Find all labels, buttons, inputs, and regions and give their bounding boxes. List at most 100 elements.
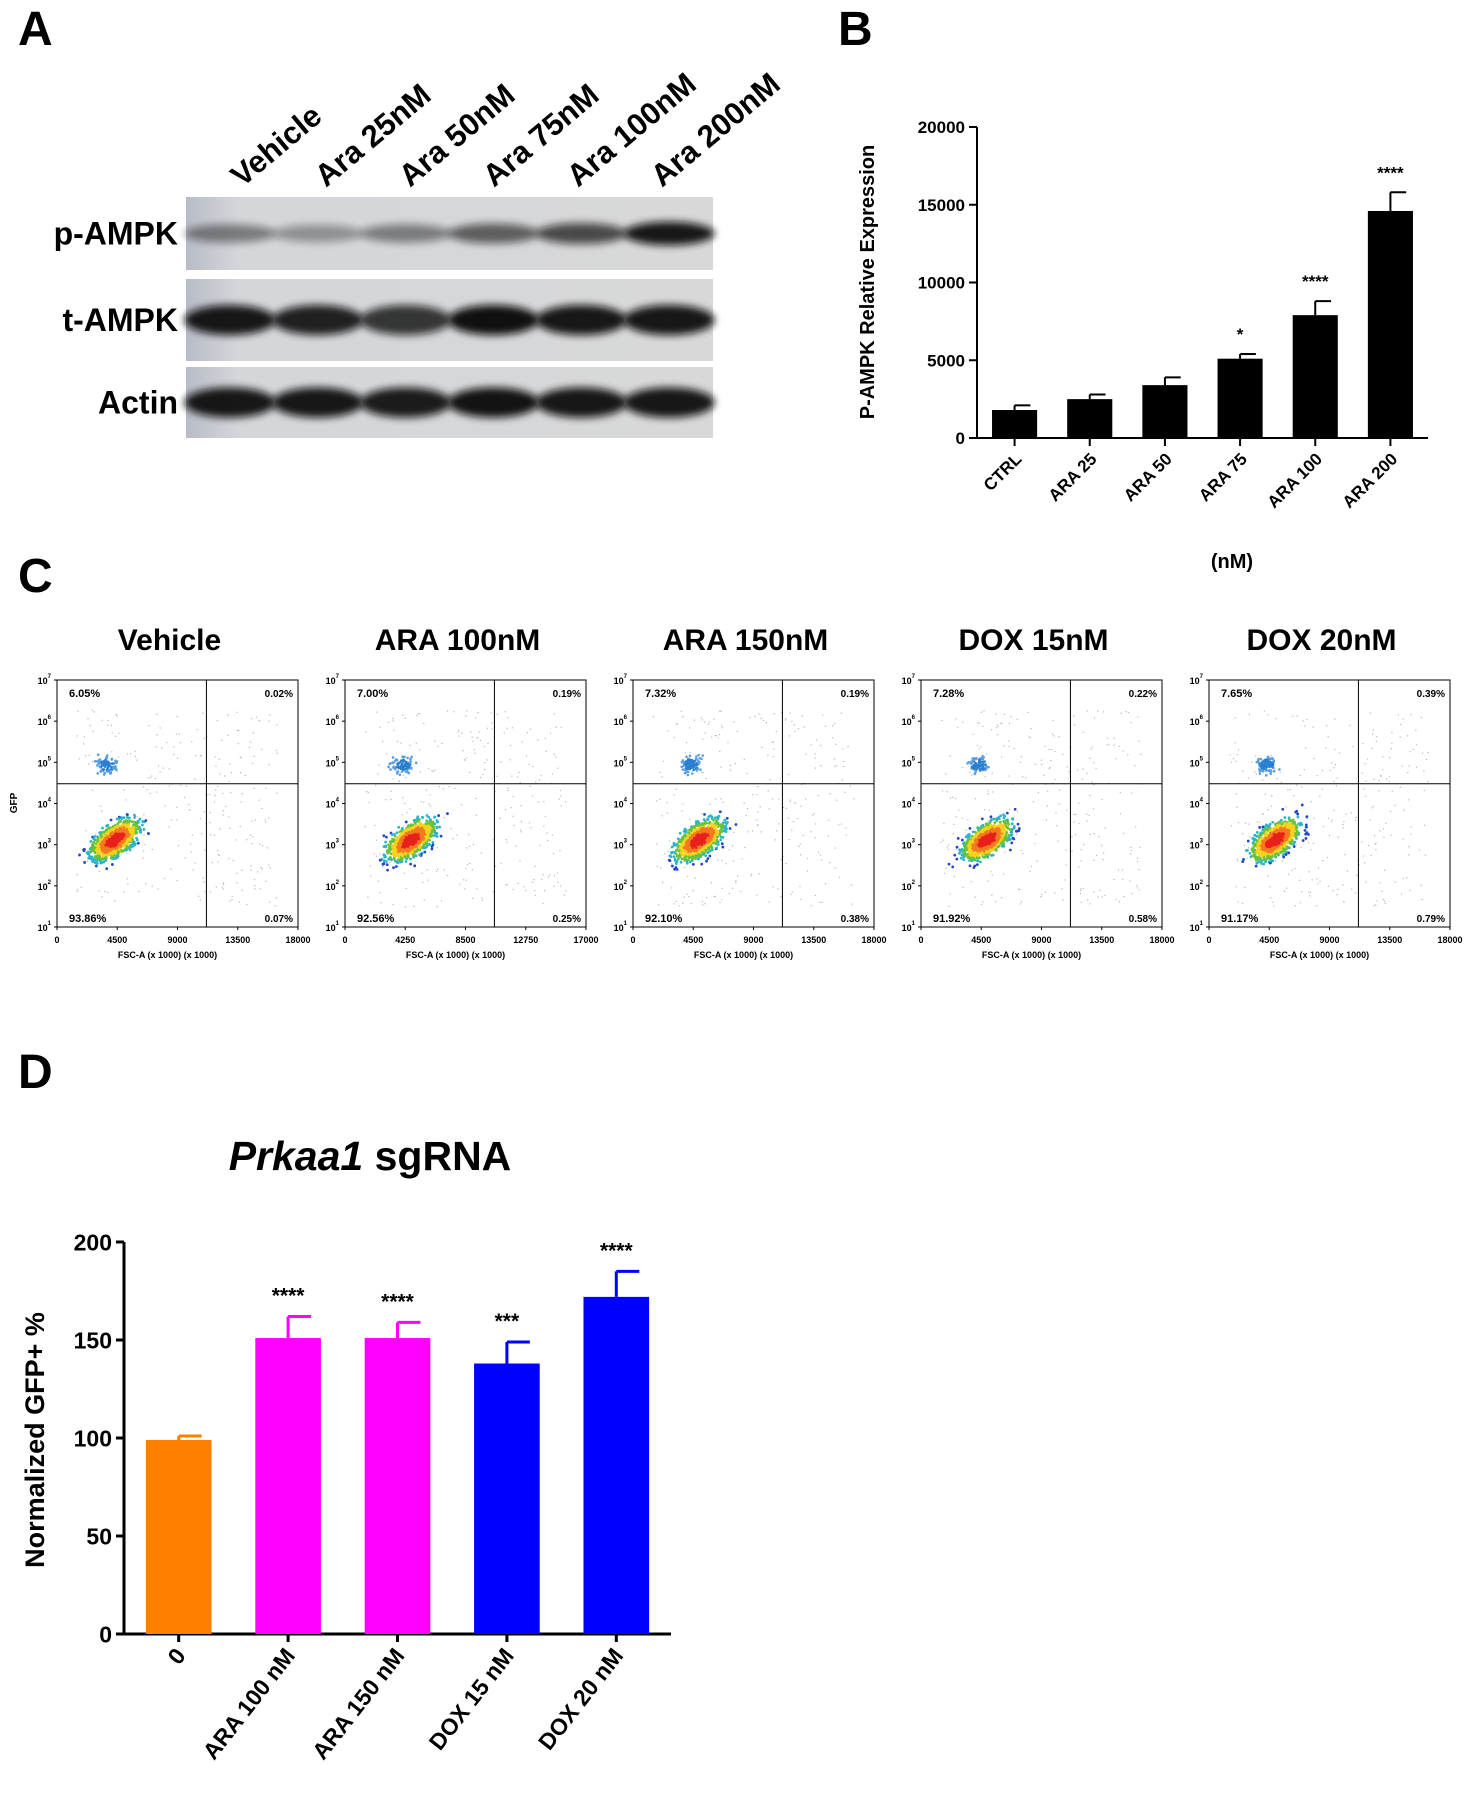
flow-dot xyxy=(1074,813,1077,816)
flow-dot xyxy=(251,762,254,765)
flow-dot xyxy=(114,765,117,768)
quadrant-percent: 0.07% xyxy=(265,914,293,925)
flow-dot xyxy=(682,902,684,905)
flow-dot xyxy=(768,808,771,810)
flow-dot xyxy=(401,832,405,836)
flow-dot xyxy=(1113,737,1115,740)
x-tick-label: 4500 xyxy=(107,935,127,945)
flow-dot xyxy=(801,715,803,717)
flow-dot xyxy=(983,710,985,712)
flow-dot xyxy=(382,834,386,838)
flow-dot xyxy=(131,844,135,848)
flow-dot xyxy=(702,837,706,841)
flow-dot xyxy=(426,826,429,830)
flow-dot xyxy=(431,843,435,847)
y-tick-label: 10000 xyxy=(918,274,965,293)
flow-dot xyxy=(133,813,136,817)
flow-dot xyxy=(706,817,709,821)
flow-dot xyxy=(702,818,706,822)
flow-dot xyxy=(414,854,418,858)
flow-dot xyxy=(1053,735,1055,737)
flow-dot xyxy=(106,848,110,852)
flow-dot xyxy=(261,868,264,870)
flow-dot xyxy=(712,829,716,833)
flow-dot xyxy=(1030,728,1032,730)
flow-dot xyxy=(122,820,126,824)
flow-dot xyxy=(483,746,486,748)
flow-dot xyxy=(388,840,392,844)
flow-dot xyxy=(479,776,482,779)
flow-dot xyxy=(96,862,99,865)
flow-dot xyxy=(996,724,998,726)
significance-label: **** xyxy=(600,1239,634,1262)
flow-dot xyxy=(751,830,754,832)
y-tick-exponent: 2 xyxy=(48,880,52,886)
flow-dot xyxy=(1095,854,1098,857)
flow-dot xyxy=(422,830,426,834)
flow-dot xyxy=(419,771,422,773)
flow-dot xyxy=(758,713,760,715)
flow-dot xyxy=(209,822,211,824)
flow-dot xyxy=(117,850,120,854)
flow-dot xyxy=(1104,827,1106,829)
flow-dot xyxy=(676,857,680,861)
flow-dot xyxy=(1137,860,1139,862)
significance-label: **** xyxy=(272,1284,306,1307)
flow-dot xyxy=(177,845,180,847)
flow-dot xyxy=(540,775,542,777)
flow-dot xyxy=(559,885,562,887)
flow-dot xyxy=(511,775,513,777)
x-tick-label: DOX 20 nM xyxy=(533,1643,628,1755)
flow-dot xyxy=(254,884,256,887)
flow-dot xyxy=(679,860,683,864)
flow-dot xyxy=(705,777,707,780)
flow-dot xyxy=(80,886,82,889)
flow-dot xyxy=(178,733,180,735)
flow-dot xyxy=(115,817,119,821)
flow-dot xyxy=(100,843,103,846)
x-tick-label: ARA 200 xyxy=(1339,449,1401,511)
flow-dot xyxy=(438,785,441,788)
flow-dot xyxy=(736,875,739,877)
flow-dot xyxy=(675,723,677,725)
flow-dot xyxy=(100,805,102,808)
flow-dot xyxy=(121,844,124,848)
y-tick-base: 10 xyxy=(614,758,624,768)
flow-dot xyxy=(1117,869,1120,871)
flow-dot xyxy=(111,837,115,841)
quadrant-percent: 92.56% xyxy=(357,913,395,925)
flow-dot xyxy=(982,901,984,903)
flow-dot xyxy=(373,853,375,855)
flow-dot xyxy=(213,801,216,803)
x-tick-label: ARA 75 xyxy=(1195,449,1251,505)
flow-dot xyxy=(269,714,271,716)
flow-dot xyxy=(216,719,219,722)
flow-dot xyxy=(945,867,947,869)
flow-dot xyxy=(688,852,691,856)
flow-dot xyxy=(702,904,704,906)
flow-dot xyxy=(1018,888,1021,891)
flow-dot xyxy=(683,866,685,869)
flow-dot xyxy=(704,721,706,723)
flow-dot xyxy=(1086,772,1088,775)
flow-dot xyxy=(1058,789,1061,791)
flow-dot xyxy=(987,790,989,792)
flow-dot xyxy=(100,764,104,767)
flow-dot xyxy=(694,877,696,879)
quadrant-percent: 0.25% xyxy=(553,914,581,925)
flow-dot xyxy=(125,820,129,824)
flow-dot xyxy=(712,818,715,822)
flow-dot xyxy=(1078,866,1080,868)
flow-dot xyxy=(840,823,843,825)
bar xyxy=(145,1439,212,1634)
flow-dot xyxy=(413,864,417,868)
flow-dot xyxy=(164,877,166,880)
flow-dot xyxy=(953,875,956,878)
flow-dot xyxy=(393,767,397,771)
flow-dot xyxy=(798,845,800,848)
flow-dot xyxy=(1044,891,1047,893)
flow-dot xyxy=(409,841,412,845)
flow-dot xyxy=(251,820,253,822)
flow-dot xyxy=(176,715,178,718)
flow-dot xyxy=(1054,750,1056,753)
